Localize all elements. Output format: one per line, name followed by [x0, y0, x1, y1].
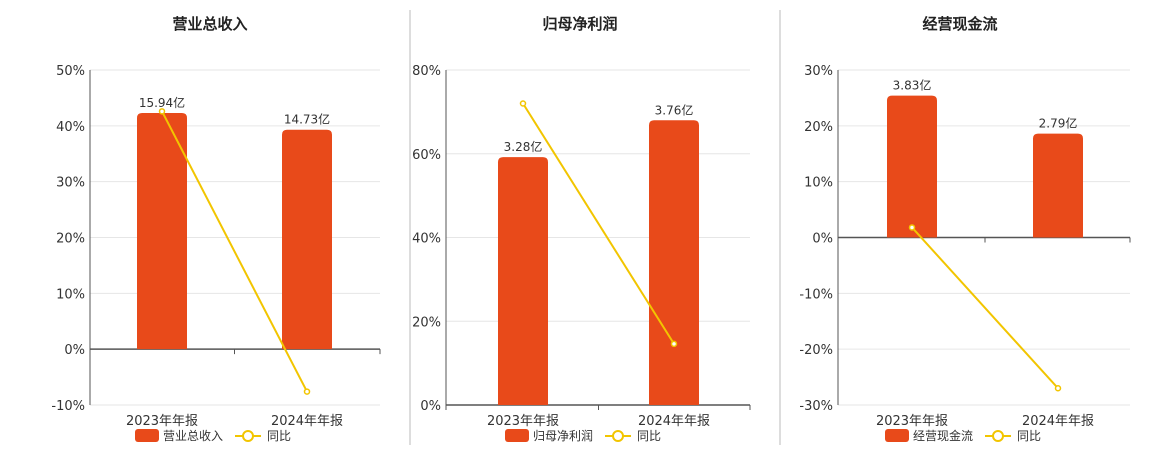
y-tick-label: 0% — [812, 232, 833, 247]
legend-bar-swatch — [885, 429, 909, 442]
yoy-line — [911, 226, 1059, 389]
y-tick-label: 10% — [804, 176, 833, 191]
yoy-point — [519, 100, 527, 107]
y-tick-label: 60% — [412, 148, 441, 163]
legend-bar-swatch — [135, 429, 159, 442]
x-category-label: 2024年年报 — [1022, 414, 1094, 429]
y-tick-label: 0% — [64, 343, 85, 358]
bar-data-label: 3.83亿 — [893, 78, 932, 93]
bar-data-label: 15.94亿 — [139, 95, 185, 110]
chart-panel-3: 经营现金流 30% 20% 10% 0% -10% -20% -30% 3.83亿 2.79亿 20… — [799, 15, 1131, 443]
y-tick-label: 80% — [412, 64, 441, 79]
legend-bar-label: 归母净利润 — [533, 429, 593, 443]
y-tick-label: 20% — [56, 232, 85, 247]
legend: 归母净利润 同比 — [505, 429, 661, 443]
y-tick-label: -20% — [799, 343, 833, 358]
y-tick-label: 50% — [56, 64, 85, 79]
y-tick-label: 30% — [56, 176, 85, 191]
yoy-point — [1054, 385, 1062, 392]
legend: 经营现金流 同比 — [885, 428, 1041, 443]
x-category-label: 2024年年报 — [271, 414, 343, 429]
yoy-point — [670, 340, 678, 348]
bar — [282, 129, 332, 350]
legend-bar-label: 经营现金流 — [913, 428, 973, 443]
legend-line-label: 同比 — [1017, 429, 1041, 443]
yoy-point — [303, 388, 311, 395]
chart-title: 营业总收入 — [172, 15, 247, 33]
yoy-line — [161, 110, 308, 393]
y-tick-label: 10% — [56, 287, 85, 302]
y-tick-label: -10% — [799, 287, 833, 302]
legend-bar-label: 营业总收入 — [163, 429, 223, 443]
y-tick-label: 20% — [412, 315, 441, 330]
y-tick-label: -30% — [799, 399, 833, 414]
yoy-point — [908, 224, 916, 231]
y-tick-label: 40% — [412, 232, 441, 247]
bar — [649, 120, 699, 405]
y-tick-label: 20% — [804, 120, 833, 135]
legend-line-marker — [612, 430, 624, 442]
bar-data-label: 3.28亿 — [504, 139, 543, 154]
legend-line-label: 同比 — [637, 429, 661, 443]
legend-bar-swatch — [505, 429, 529, 442]
chart-title: 经营现金流 — [922, 15, 997, 33]
chart-panel-1: 营业总收入 50% 40% 30% 20% 10% 0% -10% 15.94亿 14.73亿 20… — [51, 15, 381, 443]
y-tick-label: 30% — [804, 64, 833, 79]
bar — [137, 112, 187, 350]
x-category-label: 2023年年报 — [487, 414, 559, 429]
legend-line-label: 同比 — [267, 429, 291, 443]
x-category-label: 2024年年报 — [638, 414, 710, 429]
y-tick-label: 40% — [56, 120, 85, 135]
bar — [498, 157, 548, 405]
bar — [1033, 133, 1083, 238]
chart-panel-2: 归母净利润 80% 60% 40% 20% 0% 3.28亿 3.76亿 2023年年报 2024… — [412, 15, 751, 443]
y-tick-label: -10% — [51, 399, 85, 414]
yoy-line — [522, 102, 675, 345]
bar-data-label: 14.73亿 — [284, 112, 330, 127]
legend-line-marker — [242, 430, 254, 442]
bar-data-label: 3.76亿 — [655, 102, 694, 117]
legend-line-marker — [992, 430, 1004, 442]
bar — [887, 95, 937, 238]
x-category-label: 2023年年报 — [126, 414, 198, 429]
y-tick-label: 0% — [420, 399, 441, 414]
yoy-point — [158, 108, 166, 115]
bar-data-label: 2.79亿 — [1039, 116, 1078, 131]
chart-title: 归母净利润 — [542, 15, 617, 33]
x-category-label: 2023年年报 — [876, 414, 948, 429]
legend: 营业总收入 同比 — [135, 429, 291, 443]
